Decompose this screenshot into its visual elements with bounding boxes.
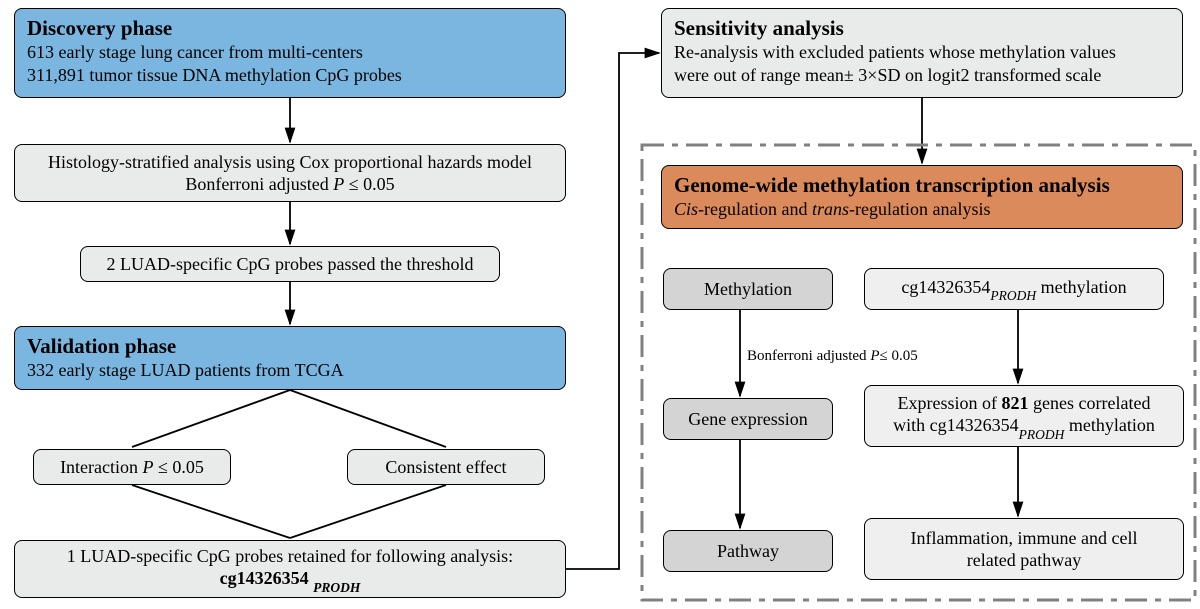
- cox-line1: Histology-stratified analysis using Cox …: [48, 151, 532, 174]
- interaction-box: Interaction P ≤ 0.05: [33, 449, 231, 485]
- expr-box: Expression of 821 genes correlated with …: [864, 385, 1184, 447]
- interaction-p: P: [143, 457, 154, 477]
- label-gene: Gene expression: [663, 398, 833, 440]
- sensitivity-line1: Re-analysis with excluded patients whose…: [674, 41, 1170, 64]
- genome-post: -regulation analysis: [849, 199, 990, 219]
- pathway-result-l2: related pathway: [967, 549, 1081, 572]
- label-pathway-text: Pathway: [717, 540, 779, 563]
- validation-box: Validation phase 332 early stage LUAD pa…: [14, 326, 566, 390]
- cg-tail: methylation: [1036, 277, 1126, 297]
- expr-num: 821: [1002, 393, 1029, 413]
- cg-sub: PRODH: [990, 288, 1036, 303]
- genome-trans: trans: [812, 199, 849, 219]
- interaction-text: Interaction P ≤ 0.05: [60, 456, 204, 479]
- expr-l2-sub: PRODH: [1019, 427, 1065, 442]
- retained-probe-main: cg14326354: [220, 568, 309, 588]
- pathway-result-box: Inflammation, immune and cell related pa…: [864, 518, 1184, 580]
- expr-line1: Expression of 821 genes correlated: [898, 392, 1151, 415]
- cg-methylation-box: cg14326354PRODH methylation: [864, 268, 1164, 310]
- label-pathway: Pathway: [663, 530, 833, 572]
- discovery-line2: 311,891 tumor tissue DNA methylation CpG…: [27, 64, 553, 87]
- pathway-result-l1: Inflammation, immune and cell: [911, 527, 1138, 550]
- bonf-pre: Bonferroni adjusted: [747, 348, 870, 364]
- threshold-text: 2 LUAD-specific CpG probes passed the th…: [107, 253, 474, 276]
- genome-box: Genome-wide methylation transcription an…: [661, 165, 1183, 229]
- cox-l2-p: P: [333, 174, 344, 194]
- cg-main: cg14326354: [901, 277, 990, 297]
- expr-l2-post: methylation: [1064, 415, 1154, 435]
- expr-l2-pre: with cg14326354: [893, 415, 1019, 435]
- cox-box: Histology-stratified analysis using Cox …: [14, 144, 566, 202]
- interaction-pre: Interaction: [60, 457, 142, 477]
- discovery-phase-box: Discovery phase 613 early stage lung can…: [14, 8, 566, 98]
- label-methylation: Methylation: [663, 268, 833, 310]
- genome-mid: -regulation and: [698, 199, 812, 219]
- expr-mid: genes correlated: [1029, 393, 1151, 413]
- label-gene-text: Gene expression: [688, 408, 807, 431]
- genome-sub: Cis-regulation and trans-regulation anal…: [674, 198, 1170, 221]
- retained-line1: 1 LUAD-specific CpG probes retained for …: [67, 545, 513, 568]
- discovery-line1: 613 early stage lung cancer from multi-c…: [27, 41, 553, 64]
- genome-title: Genome-wide methylation transcription an…: [674, 172, 1170, 198]
- genome-cis: Cis: [674, 199, 698, 219]
- retained-probe-sub: PRODH: [313, 580, 360, 595]
- discovery-title: Discovery phase: [27, 15, 553, 41]
- cg-methylation-text: cg14326354PRODH methylation: [901, 276, 1126, 302]
- cox-l2-post: ≤ 0.05: [344, 174, 394, 194]
- consistent-text: Consistent effect: [385, 456, 506, 479]
- expr-line2: with cg14326354PRODH methylation: [893, 414, 1155, 440]
- bonf-post: ≤ 0.05: [879, 348, 917, 364]
- consistent-box: Consistent effect: [347, 449, 545, 485]
- validation-line1: 332 early stage LUAD patients from TCGA: [27, 359, 553, 382]
- sensitivity-box: Sensitivity analysis Re-analysis with ex…: [661, 8, 1183, 98]
- interaction-post: ≤ 0.05: [154, 457, 204, 477]
- validation-title: Validation phase: [27, 333, 553, 359]
- threshold-box: 2 LUAD-specific CpG probes passed the th…: [80, 246, 500, 282]
- expr-pre: Expression of: [898, 393, 1002, 413]
- label-methylation-text: Methylation: [704, 278, 792, 301]
- cox-line2: Bonferroni adjusted P ≤ 0.05: [185, 173, 394, 196]
- sensitivity-title: Sensitivity analysis: [674, 15, 1170, 41]
- cox-l2-pre: Bonferroni adjusted: [185, 174, 333, 194]
- retained-probe: cg14326354 PRODH: [220, 567, 361, 593]
- sensitivity-line2: were out of range mean± 3×SD on logit2 t…: [674, 64, 1170, 87]
- retained-box: 1 LUAD-specific CpG probes retained for …: [14, 540, 566, 598]
- bonf-text: Bonferroni adjusted P≤ 0.05: [747, 348, 918, 365]
